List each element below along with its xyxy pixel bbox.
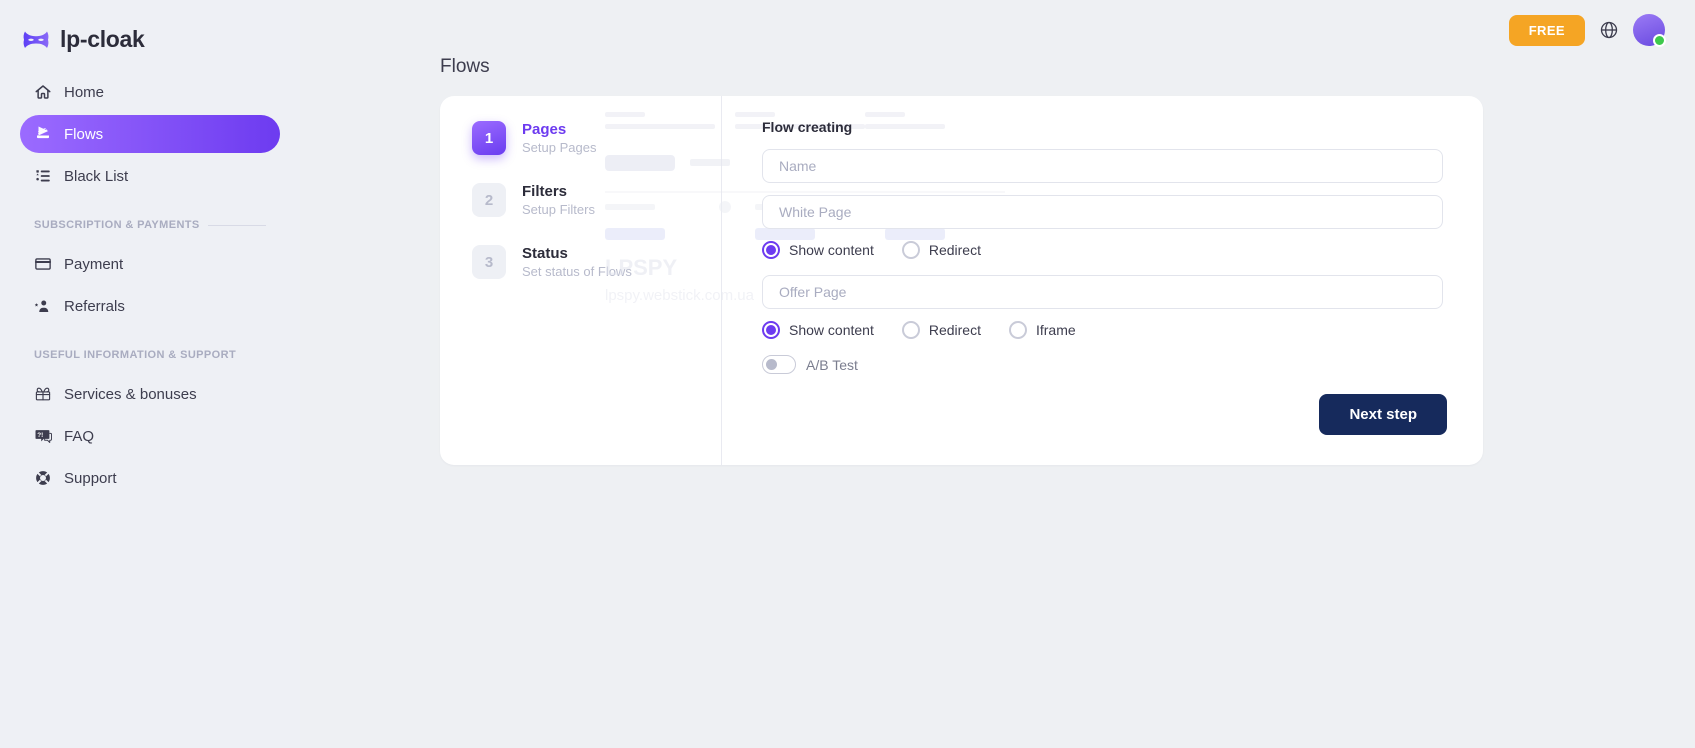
svg-text:?!: ?! [37, 432, 43, 439]
